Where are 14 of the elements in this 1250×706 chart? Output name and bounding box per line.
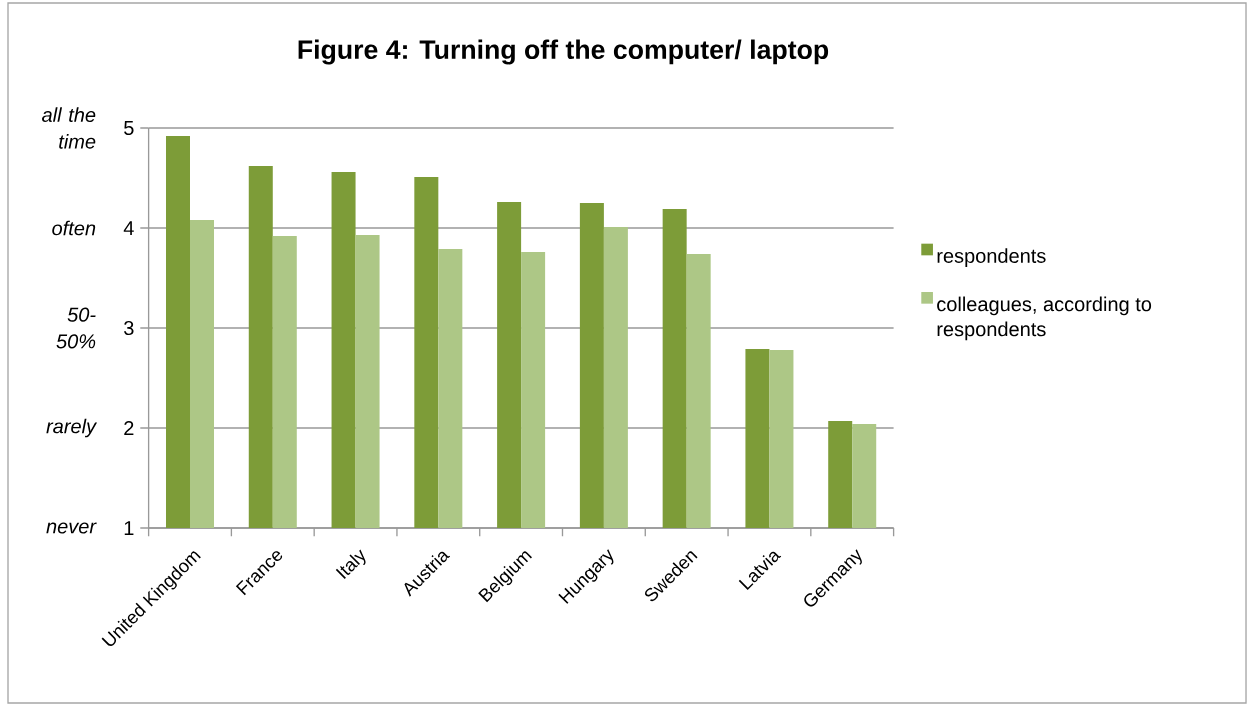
legend-label: respondents [937, 248, 1046, 267]
text: often [52, 220, 96, 236]
x-tick-label: Italy [335, 549, 366, 579]
legend-label: colleagues, according to respondents [937, 296, 1152, 341]
text: 50-50% [56, 307, 96, 349]
text: rarely [46, 418, 98, 438]
chart-title: Figure 4: Turning off the computer/ laptop [298, 39, 829, 65]
y-tick-label: 5 [124, 121, 134, 135]
text: all the time [42, 107, 96, 149]
text: never [46, 522, 97, 534]
y-tick-label: 1 [124, 521, 134, 535]
y-tick-label: 3 [124, 320, 134, 336]
y-tick-label: 2 [124, 421, 134, 435]
y-tick-label: 4 [123, 221, 134, 235]
